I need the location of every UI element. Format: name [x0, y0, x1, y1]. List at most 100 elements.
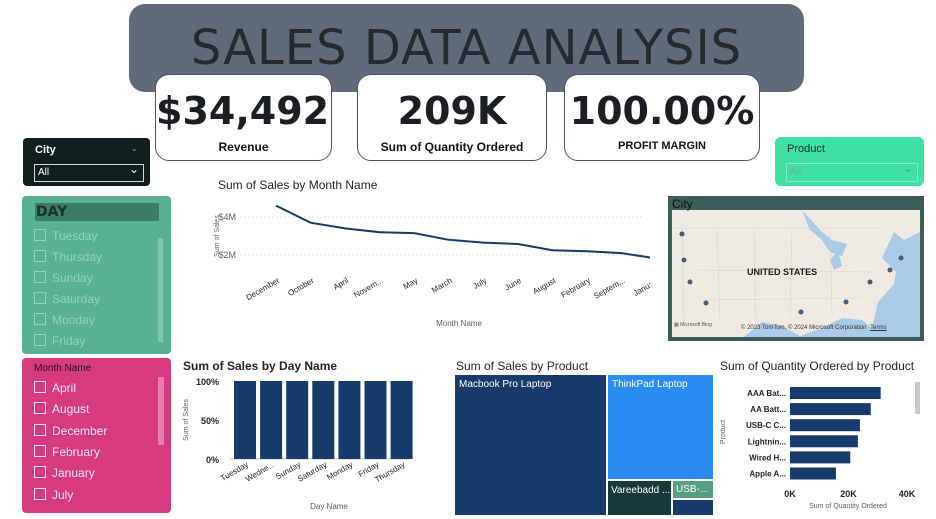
x-tick-label: July [471, 276, 488, 291]
bar [260, 381, 283, 459]
slicer-item[interactable]: April [34, 379, 76, 397]
slicer-title: City [35, 144, 56, 156]
x-tick-label: Saturday [296, 460, 328, 484]
bar [790, 419, 860, 432]
bar [286, 381, 309, 459]
treemap-tile[interactable] [673, 500, 713, 515]
y-tick-label: $2M [218, 250, 236, 260]
x-axis-title: Sum of Quantity Ordered [809, 503, 887, 510]
kpi-card-quantity[interactable]: 209K Sum of Quantity Ordered [357, 74, 547, 161]
kpi-label: Revenue [218, 140, 269, 154]
y-tick-label: USB-C C... [746, 421, 786, 430]
checkbox[interactable] [34, 402, 46, 415]
checkbox[interactable] [34, 271, 46, 283]
checkbox[interactable] [34, 334, 46, 346]
y-axis-title: Sum of Sales [214, 215, 221, 257]
treemap[interactable]: Macbook Pro Laptop ThinkPad Laptop Varee… [455, 375, 713, 515]
product-dropdown[interactable]: All ⌄ [786, 161, 918, 182]
chevron-down-icon: ⌄ [128, 162, 139, 176]
x-tick-label: Novem... [352, 276, 384, 300]
kpi-card-revenue[interactable]: $34,492... Revenue [155, 74, 332, 161]
checkbox[interactable] [34, 250, 46, 262]
line-chart[interactable]: $2M $4M December October April Novem... May Mar… [205, 192, 650, 337]
kpi-value: 100.00% [569, 89, 755, 133]
chart-title: Sum of Sales by Month Name [218, 178, 378, 192]
month-slicer[interactable]: Month Name [22, 358, 171, 513]
x-tick-label: 0K [784, 489, 796, 499]
chart-title: Sum of Sales by Day Name [183, 359, 338, 373]
y-axis-title: Product [720, 420, 727, 444]
slicer-item[interactable]: December [34, 422, 107, 440]
city-dropdown[interactable]: All ⌄ [34, 162, 144, 182]
slicer-item-label: July [52, 487, 74, 502]
bar [234, 381, 256, 459]
slicer-item[interactable]: August [34, 400, 89, 418]
slicer-item-label: August [52, 402, 90, 417]
scrollbar[interactable] [158, 377, 164, 445]
treemap-tile[interactable]: ThinkPad Laptop [608, 375, 713, 479]
y-tick-label: 100% [196, 377, 219, 387]
x-tick-label: June [503, 276, 523, 293]
checkbox[interactable] [34, 444, 46, 457]
treemap-tile[interactable]: Vareebadd ... [608, 481, 671, 515]
slicer-item-label: Monday [52, 313, 95, 327]
treemap-label: ThinkPad Laptop [612, 379, 688, 390]
x-tick-label: Thursday [373, 460, 406, 484]
slicer-item[interactable]: February [34, 443, 100, 461]
slicer-item[interactable]: Monday [34, 311, 95, 329]
checkbox[interactable] [34, 229, 46, 241]
slicer-item[interactable]: January [34, 464, 95, 482]
page-title: SALES DATA ANALYSIS [190, 20, 743, 76]
treemap-tile[interactable]: Macbook Pro Laptop [455, 375, 606, 515]
map-title: City [672, 197, 693, 211]
chevron-down-icon: ⌄ [902, 161, 913, 175]
slicer-item-label: Thursday [52, 250, 103, 264]
column-chart[interactable]: 0%50%100%TuesdayWedne...SundaySaturdayMo… [178, 370, 418, 515]
checkbox[interactable] [34, 381, 46, 393]
kpi-label: Sum of Quantity Ordered [380, 140, 524, 154]
scrollbar[interactable] [158, 238, 163, 342]
slicer-item[interactable]: Saturday [34, 290, 100, 308]
city-slicer[interactable]: City ⌄ All ⌄ [23, 138, 150, 186]
slicer-item[interactable]: Sunday [34, 269, 93, 287]
slicer-item[interactable]: Thursday [34, 248, 102, 266]
x-tick-label: August [531, 276, 558, 297]
x-tick-label: December [245, 276, 282, 302]
treemap-label: Macbook Pro Laptop [459, 379, 552, 390]
x-tick-label: October [286, 276, 315, 298]
map-canvas[interactable] [672, 210, 920, 337]
slicer-item-label: Friday [52, 334, 86, 348]
slicer-title: DAY [35, 203, 159, 221]
day-slicer[interactable] [22, 196, 171, 354]
bar-chart[interactable]: AAA Bat... AA Batt... USB-C C... Lightnin..… [714, 374, 924, 514]
bar [790, 435, 858, 448]
series-line [275, 204, 650, 259]
x-tick-label: 20K [840, 489, 857, 499]
x-axis-title: Day Name [310, 502, 348, 511]
dropdown-value: All [790, 166, 802, 177]
checkbox[interactable] [34, 423, 46, 436]
kpi-card-profit-margin[interactable]: 100.00% PROFIT MARGIN [564, 74, 760, 161]
x-tick-label: 40K [899, 489, 916, 499]
checkbox[interactable] [34, 466, 46, 479]
city-map[interactable]: UNITED STATES ▦ Microsoft Bing © 2023 To… [668, 196, 924, 341]
checkbox[interactable] [34, 487, 46, 500]
chart-title: Sum of Sales by Product [456, 359, 589, 373]
treemap-tile[interactable]: USB-... [673, 481, 713, 498]
x-tick-label: March [430, 276, 454, 295]
terms-link[interactable]: Terms [870, 325, 887, 331]
map-credit: © 2023 TomTom, © 2024 Microsoft Corporat… [741, 325, 887, 331]
slicer-item[interactable]: Friday [34, 332, 85, 350]
slicer-item[interactable]: July [34, 486, 73, 504]
bar [338, 381, 361, 459]
checkbox[interactable] [34, 313, 46, 325]
y-axis-title: Sum of Sales [183, 399, 190, 441]
bing-logo: ▦ Microsoft Bing [674, 322, 712, 328]
slicer-item[interactable]: Tuesday [34, 227, 98, 245]
product-slicer[interactable]: Product All ⌄ [775, 137, 924, 186]
chevron-down-icon[interactable]: ⌄ [130, 143, 138, 153]
chart-title: Sum of Quantity Ordered by Product [720, 359, 915, 373]
kpi-label: PROFIT MARGIN [618, 140, 706, 152]
checkbox[interactable] [34, 292, 46, 304]
y-tick-label: AAA Bat... [747, 389, 786, 398]
